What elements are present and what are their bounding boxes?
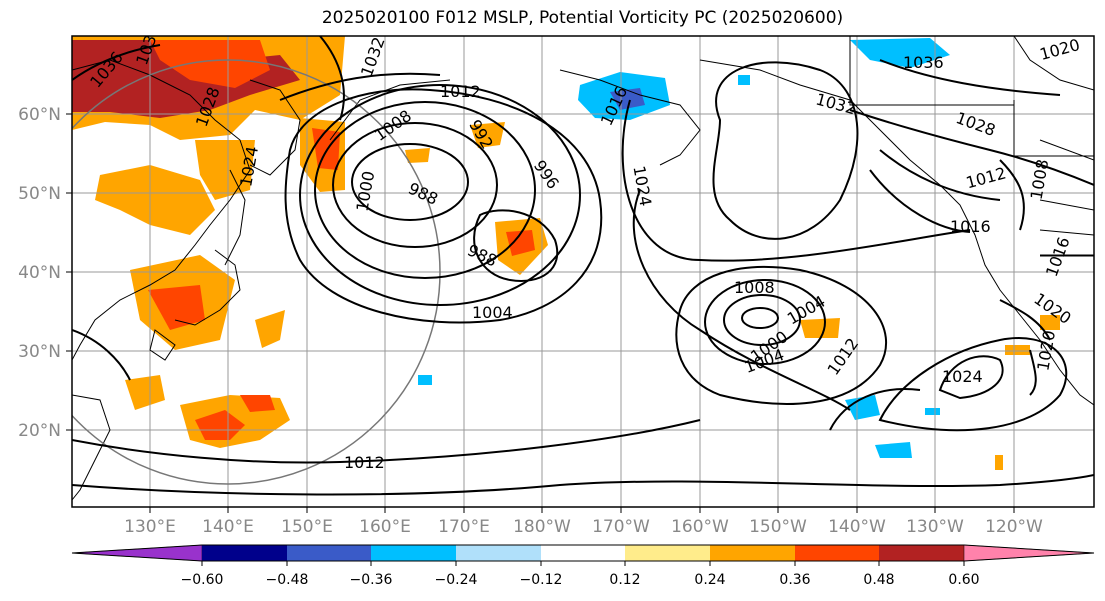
isobar-label: 1004 [472, 303, 513, 322]
lat-label: 50°N [18, 184, 61, 204]
isobar-label: 1016 [950, 217, 991, 236]
lon-label: 140°W [828, 517, 886, 537]
colorbar-right-extension [963, 544, 1095, 562]
colorbar-tick-label: 0.12 [609, 572, 640, 588]
longitude-axis: 130°E 140°E 150°E 160°E 170°E 180°W 170°… [124, 507, 1043, 537]
lon-label: 170°W [592, 517, 650, 537]
lon-label: 120°W [985, 517, 1043, 537]
colorbar-tick-label: −0.12 [520, 572, 563, 588]
graticule [72, 36, 1094, 507]
colorbar-tick-label: −0.48 [266, 572, 309, 588]
colorbar-segment [541, 545, 625, 561]
colorbar-segment [202, 545, 287, 561]
lon-label: 150°E [281, 517, 333, 537]
isobar-label: 1036 [903, 53, 944, 72]
pv-negative-shading [418, 38, 950, 458]
region-borders [849, 36, 1094, 265]
colorbar-tick-label: 0.48 [863, 572, 894, 588]
colorbar-tick-label: −0.36 [350, 572, 393, 588]
isobar-label: 1008 [734, 278, 775, 297]
isobar-label: 1024 [942, 367, 983, 386]
latitude-axis: 60°N 50°N 40°N 30°N 20°N [18, 105, 72, 441]
colorbar-left-extension [71, 544, 203, 562]
map-title: 2025020100 F012 MSLP, Potential Vorticit… [321, 8, 844, 28]
lon-label: 130°W [906, 517, 964, 537]
colorbar-tick-label: −0.60 [181, 572, 224, 588]
colorbar-tick-label: 0.60 [948, 572, 979, 588]
isobar-labels: 1036 1032 1028 1024 1012 1008 1004 1000 … [86, 36, 1082, 472]
colorbar-tick-label: −0.24 [435, 572, 478, 588]
lon-label: 180°W [513, 517, 571, 537]
colorbar-segment [879, 545, 964, 561]
isobars [72, 36, 1094, 496]
isobar-label: 1012 [440, 82, 481, 101]
lon-label: 170°E [438, 517, 490, 537]
colorbar: −0.60 −0.48 −0.36 −0.24 −0.12 0.12 0.24 … [71, 544, 1095, 588]
colorbar-segment [625, 545, 710, 561]
lat-label: 30°N [18, 342, 61, 362]
isobar-label: 1012 [344, 453, 385, 472]
colorbar-segment [795, 545, 879, 561]
lat-label: 20°N [18, 421, 61, 441]
colorbar-tick-label: 0.36 [779, 572, 810, 588]
lon-label: 160°E [359, 517, 411, 537]
lon-label: 130°E [124, 517, 176, 537]
lat-label: 40°N [18, 263, 61, 283]
lat-label: 60°N [18, 105, 61, 125]
colorbar-segment [710, 545, 795, 561]
map-plot-area: 1036 1032 1028 1024 1012 1008 1004 1000 … [72, 36, 1094, 507]
colorbar-tick-label: 0.24 [694, 572, 725, 588]
colorbar-segment [287, 545, 371, 561]
colorbar-segment [456, 545, 541, 561]
lon-label: 150°W [749, 517, 807, 537]
lon-label: 140°E [202, 517, 254, 537]
range-circle [72, 59, 441, 485]
lon-label: 160°W [671, 517, 729, 537]
colorbar-segment [371, 545, 456, 561]
